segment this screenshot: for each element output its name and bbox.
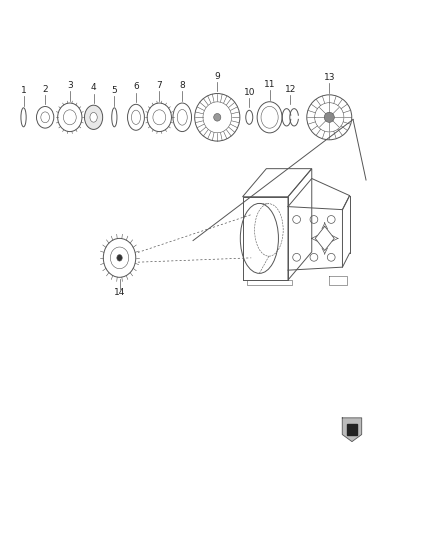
Ellipse shape [90, 112, 97, 122]
Text: 6: 6 [133, 83, 139, 91]
Text: 7: 7 [156, 81, 162, 90]
Text: 1: 1 [21, 86, 26, 95]
Polygon shape [346, 424, 357, 435]
Ellipse shape [85, 105, 102, 130]
Ellipse shape [324, 112, 334, 123]
Text: 8: 8 [180, 81, 185, 90]
Text: 5: 5 [112, 86, 117, 95]
Polygon shape [342, 418, 362, 442]
Text: 3: 3 [67, 81, 73, 90]
Text: 4: 4 [91, 83, 96, 92]
Text: 11: 11 [264, 80, 276, 89]
Text: 9: 9 [214, 71, 220, 80]
Text: 2: 2 [42, 85, 48, 93]
Ellipse shape [117, 255, 122, 261]
Text: 13: 13 [324, 73, 335, 82]
Text: 14: 14 [114, 288, 125, 297]
Text: 12: 12 [285, 85, 296, 93]
Ellipse shape [214, 114, 221, 121]
Text: 10: 10 [244, 87, 255, 96]
